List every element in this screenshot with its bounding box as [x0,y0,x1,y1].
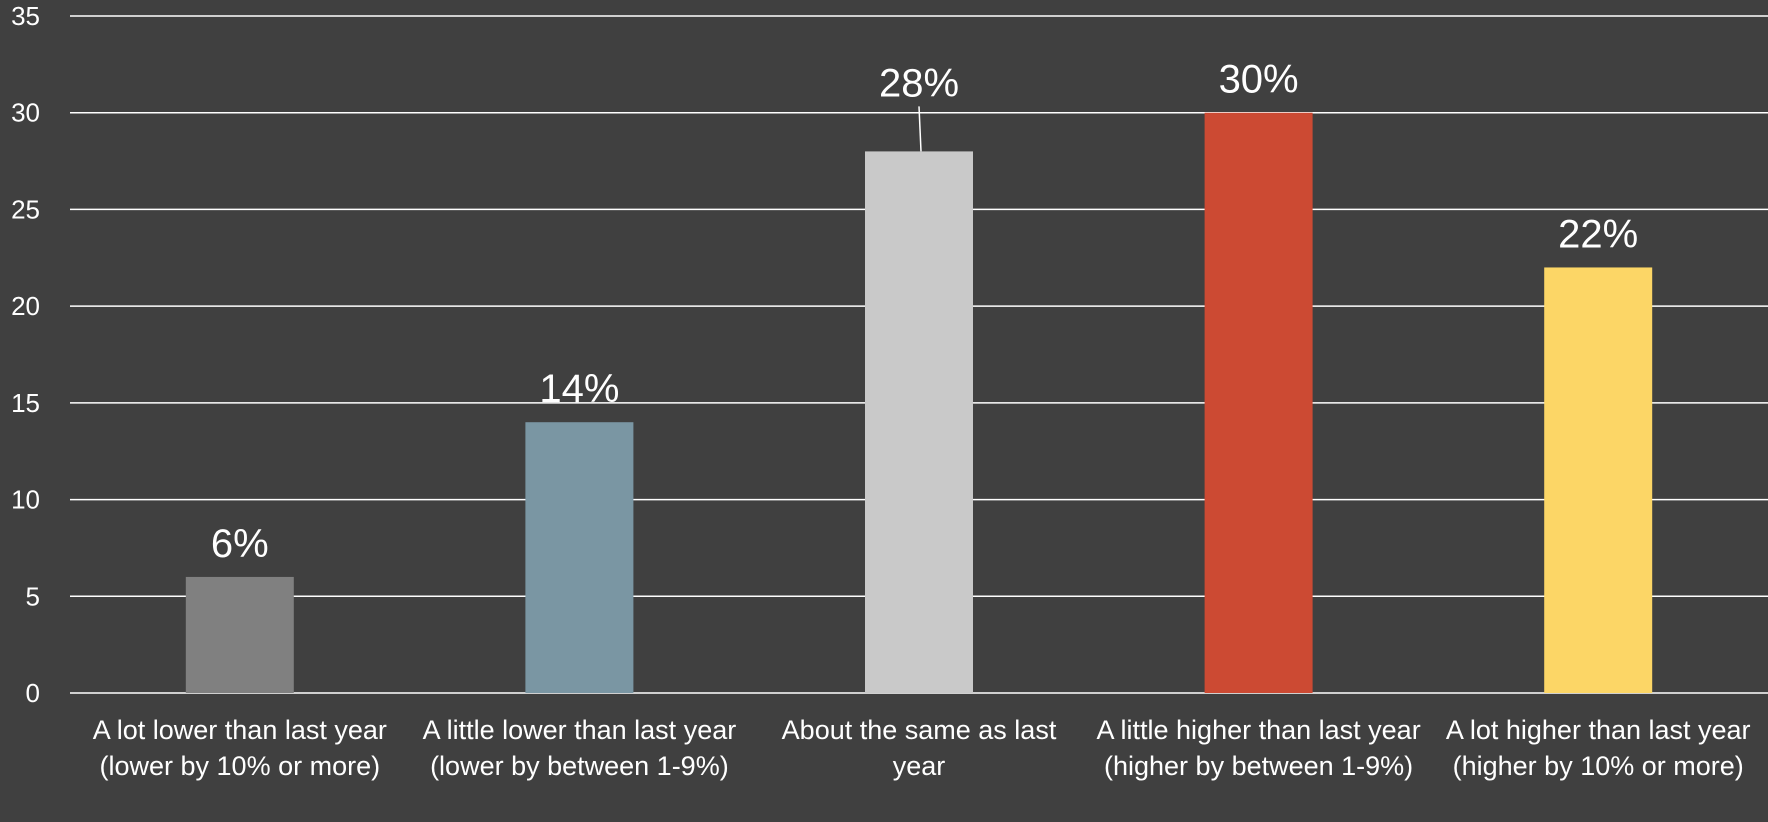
y-tick-label: 0 [26,678,40,708]
y-tick-label: 20 [11,291,40,321]
data-label: 6% [211,522,269,566]
x-category-label: A lot lower than last year (lower by 10%… [92,715,387,781]
bar [525,422,634,693]
y-tick-label: 25 [11,194,40,224]
data-label: 30% [1219,58,1299,102]
x-category-label: About the same as last year [781,715,1057,781]
y-tick-label: 35 [11,1,40,31]
x-category-label: A little lower than last year (lower by … [422,715,737,781]
y-tick-label: 10 [11,485,40,515]
y-tick-label: 15 [11,388,40,418]
y-tick-label: 5 [26,581,40,611]
data-label: 14% [539,367,619,411]
bar [1544,267,1653,693]
x-category-label: A little higher than last year (higher b… [1096,715,1421,781]
y-tick-label: 30 [11,98,40,128]
data-label: 22% [1558,212,1638,256]
bar [185,576,294,693]
data-label-leader-line [918,106,922,152]
x-category-label: A lot higher than last year (higher by 1… [1445,715,1751,781]
data-label: 28% [879,61,959,105]
bar [1204,112,1313,693]
bar [865,151,973,693]
